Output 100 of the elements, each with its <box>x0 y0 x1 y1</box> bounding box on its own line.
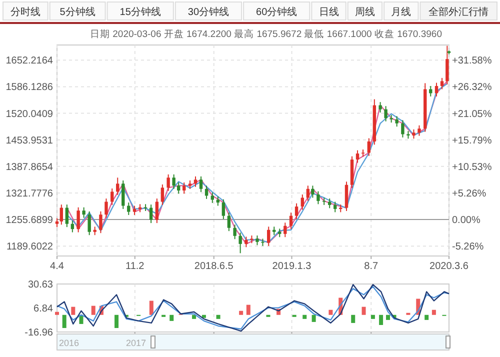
candlestick <box>227 212 231 232</box>
bar <box>246 304 250 315</box>
candlestick <box>110 188 114 206</box>
bar <box>239 310 244 315</box>
tab: 全部外汇行情 <box>420 2 498 20</box>
candlestick <box>300 194 304 210</box>
y2-tick-label: +10.53% <box>452 162 492 173</box>
candlestick <box>256 235 259 246</box>
candlestick <box>155 198 159 224</box>
candlestick <box>99 210 102 234</box>
y-tick-label: 1652.2164 <box>6 56 54 67</box>
candlestick <box>267 226 270 246</box>
bar <box>71 306 76 315</box>
candlestick <box>289 212 293 230</box>
candlestick <box>356 150 360 164</box>
y-tick-label: 1189.6022 <box>6 242 54 253</box>
candlestick <box>378 102 382 114</box>
candlestick <box>238 232 242 254</box>
bar <box>379 314 384 325</box>
bar <box>312 314 316 322</box>
bar <box>302 314 307 319</box>
tab: 30分钟线 <box>174 2 242 20</box>
y-tick-label: -16.96 <box>24 328 54 338</box>
candlestick <box>82 206 86 218</box>
candlestick <box>116 177 120 196</box>
y-tick-label: 1586.1286 <box>6 82 54 94</box>
candlestick <box>70 220 74 233</box>
candlestick <box>204 185 208 200</box>
y-tick-label: 1453.9531 <box>6 135 54 146</box>
candlestick <box>199 176 203 193</box>
bar <box>202 314 206 318</box>
candlestick <box>194 176 198 188</box>
candlestick <box>395 116 398 128</box>
candlestick <box>216 196 220 206</box>
candlestick <box>429 85 432 97</box>
bar <box>170 314 174 321</box>
candlestick <box>316 190 320 205</box>
y2-tick-label: 0.00% <box>452 215 480 226</box>
candlestick <box>384 106 388 122</box>
candlestick <box>434 82 438 97</box>
candlestick <box>401 120 404 138</box>
candlestick <box>284 222 287 238</box>
x-tick-label: 8.7 <box>364 261 378 272</box>
candlestick <box>60 204 64 226</box>
bar <box>362 306 366 315</box>
candlestick <box>182 182 186 194</box>
candlestick <box>334 201 337 213</box>
y-tick-label: 1387.8654 <box>6 162 54 173</box>
bar <box>432 310 436 315</box>
bar <box>149 300 154 315</box>
y2-tick-label: -5.26% <box>452 242 484 253</box>
candlestick <box>328 198 332 209</box>
bar <box>351 314 356 323</box>
tab: 分时线 <box>2 2 48 20</box>
y2-tick-label: +31.58% <box>452 56 492 67</box>
tab: 日线 <box>311 2 346 20</box>
candlestick <box>166 174 170 192</box>
candlestick <box>311 185 314 198</box>
candlestick <box>294 202 298 220</box>
candlestick <box>177 182 180 194</box>
candlestick <box>412 128 416 140</box>
y-tick-label: 30.63 <box>28 280 54 290</box>
candlestick <box>132 205 136 216</box>
candlestick <box>172 174 176 190</box>
candlestick <box>222 198 226 220</box>
bar <box>91 306 96 315</box>
candlestick <box>210 192 214 204</box>
bar <box>114 314 119 328</box>
candlestick <box>76 206 80 233</box>
y2-tick-label: +26.32% <box>452 82 492 94</box>
candlestick <box>367 138 371 156</box>
x-tick-label: 11.2 <box>126 261 145 272</box>
x-tick-label: 4.4 <box>50 261 64 272</box>
candlestick <box>127 202 130 216</box>
text: 2017 <box>126 338 146 348</box>
tab: 周线 <box>347 2 383 20</box>
bar <box>424 314 429 320</box>
bar <box>216 314 220 319</box>
candlestick <box>344 181 348 212</box>
candlestick <box>440 77 444 90</box>
bar <box>386 314 390 320</box>
tab: 月线 <box>384 2 419 20</box>
candlestick <box>122 180 125 210</box>
chart-subtitle: 日期 2020-03-06 开盘 1674.2200 最高 1675.9672 最低 1667.1000 收盘 1670.3960 <box>90 28 442 40</box>
y-tick-label: 1255.6899 <box>6 215 54 226</box>
x-tick-label: 2019.1.3 <box>272 261 312 272</box>
x-tick-label: 2018.6.5 <box>194 261 234 272</box>
candlestick <box>65 204 69 228</box>
tab: 5分钟线 <box>49 2 106 20</box>
bar <box>192 314 196 319</box>
y-tick-label: 1321.7776 <box>6 188 54 200</box>
candlestick <box>306 185 310 202</box>
y-tick-label: 1520.0409 <box>6 108 54 120</box>
tab: 60分钟线 <box>243 2 310 20</box>
bar <box>328 310 333 315</box>
bar <box>55 312 59 315</box>
y2-tick-label: +5.26% <box>452 188 486 200</box>
bar <box>370 314 375 319</box>
x-tick-label: 2020.3.6 <box>430 261 469 272</box>
bar <box>62 314 66 328</box>
